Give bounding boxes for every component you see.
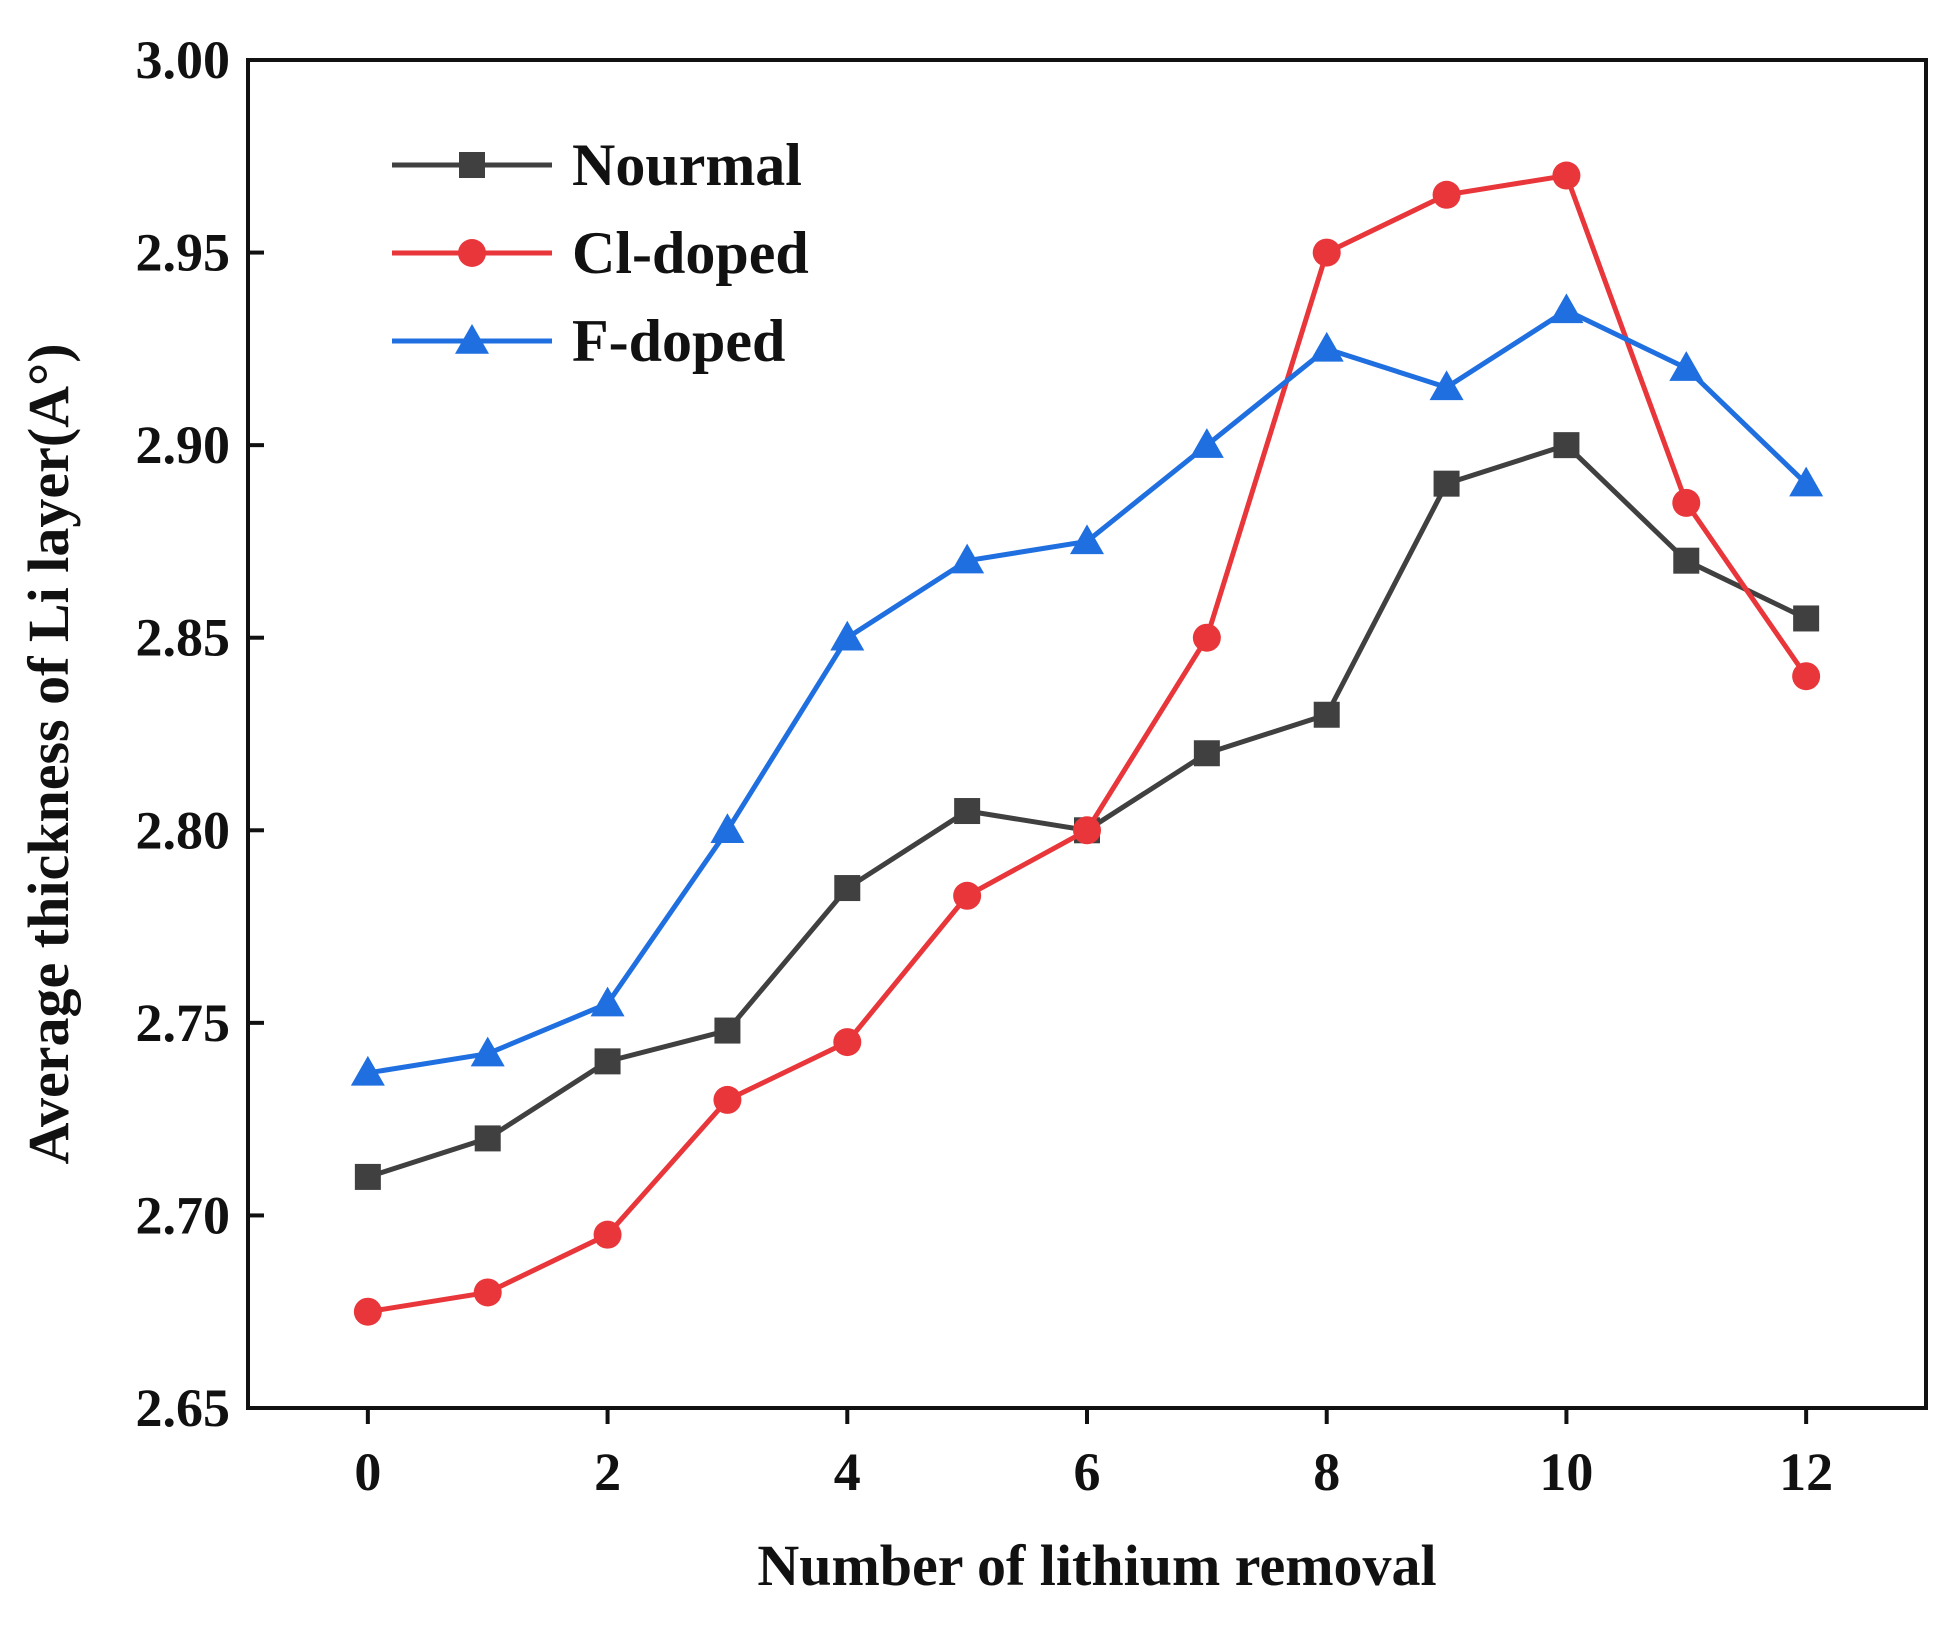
data-point-cl-doped bbox=[1432, 180, 1461, 209]
legend: Nourmal Cl-doped F-doped bbox=[392, 132, 809, 374]
data-point-cl-doped bbox=[353, 1297, 382, 1326]
x-axis-ticks: 0 2 4 6 8 10 12 bbox=[354, 1408, 1833, 1502]
data-point-cl-doped bbox=[953, 881, 982, 910]
data-point-f-doped bbox=[1309, 331, 1344, 362]
data-point-nourmal bbox=[1193, 740, 1220, 767]
y-tick-label: 3.00 bbox=[136, 30, 231, 90]
data-point-f-doped bbox=[1669, 351, 1704, 381]
x-tick-label: 8 bbox=[1313, 1442, 1340, 1502]
data-point-cl-doped bbox=[593, 1220, 622, 1249]
data-point-f-doped bbox=[1789, 466, 1824, 497]
data-point-cl-doped bbox=[473, 1278, 502, 1307]
data-point-f-doped bbox=[1189, 428, 1224, 458]
data-point-nourmal bbox=[834, 875, 861, 902]
data-point-f-doped bbox=[830, 620, 865, 651]
y-axis-ticks: 2.65 2.70 2.75 2.80 2.85 2.90 2.95 3.00 bbox=[136, 30, 264, 1438]
series-layer bbox=[350, 161, 1824, 1326]
legend-marker bbox=[455, 324, 489, 354]
legend-marker bbox=[458, 239, 486, 267]
data-point-f-doped bbox=[350, 1055, 385, 1086]
data-point-f-doped bbox=[1549, 293, 1584, 324]
data-point-cl-doped bbox=[713, 1085, 742, 1114]
data-point-cl-doped bbox=[1312, 238, 1341, 267]
data-point-nourmal bbox=[1433, 470, 1460, 497]
y-tick-label: 2.90 bbox=[136, 415, 231, 475]
legend-label: Cl-doped bbox=[572, 220, 809, 286]
x-tick-label: 2 bbox=[594, 1442, 621, 1502]
data-point-cl-doped bbox=[1073, 816, 1101, 845]
x-tick-label: 10 bbox=[1539, 1442, 1593, 1502]
data-point-f-doped bbox=[1429, 370, 1464, 401]
x-tick-label: 12 bbox=[1779, 1442, 1833, 1502]
data-point-f-doped bbox=[590, 986, 625, 1017]
y-tick-label: 2.95 bbox=[136, 223, 231, 283]
data-point-f-doped bbox=[710, 813, 745, 844]
data-point-cl-doped bbox=[1552, 161, 1581, 190]
x-tick-label: 4 bbox=[834, 1442, 861, 1502]
y-tick-label: 2.65 bbox=[136, 1378, 231, 1438]
x-tick-label: 0 bbox=[354, 1442, 381, 1502]
y-tick-label: 2.85 bbox=[136, 608, 231, 668]
y-tick-label: 2.75 bbox=[136, 993, 231, 1053]
data-point-nourmal bbox=[1793, 605, 1820, 632]
data-point-f-doped bbox=[1070, 524, 1104, 555]
legend-label: F-doped bbox=[572, 308, 785, 374]
legend-item-f-doped: F-doped bbox=[392, 308, 785, 374]
series-cl-doped bbox=[353, 161, 1821, 1326]
data-point-nourmal bbox=[354, 1163, 381, 1190]
x-tick-label: 6 bbox=[1074, 1442, 1101, 1502]
data-point-nourmal bbox=[1553, 432, 1580, 459]
legend-marker bbox=[459, 152, 485, 178]
plot-frame bbox=[246, 58, 1928, 1410]
data-point-nourmal bbox=[954, 798, 981, 825]
y-tick-label: 2.70 bbox=[136, 1185, 231, 1245]
legend-label: Nourmal bbox=[572, 132, 802, 198]
legend-item-nourmal: Nourmal bbox=[392, 132, 802, 198]
data-point-f-doped bbox=[470, 1036, 505, 1067]
data-point-cl-doped bbox=[833, 1028, 862, 1057]
series-f-doped bbox=[350, 293, 1824, 1086]
series-line-nourmal bbox=[367, 442, 1808, 1180]
legend-item-cl-doped: Cl-doped bbox=[392, 220, 809, 286]
x-axis-title: Number of lithium removal bbox=[757, 1533, 1436, 1598]
data-point-nourmal bbox=[1673, 547, 1700, 574]
data-point-cl-doped bbox=[1192, 623, 1221, 652]
data-point-cl-doped bbox=[1792, 662, 1821, 691]
data-point-nourmal bbox=[1313, 701, 1340, 728]
data-point-cl-doped bbox=[1672, 488, 1701, 517]
data-point-nourmal bbox=[594, 1048, 621, 1075]
series-line-f-doped bbox=[367, 307, 1808, 1076]
data-point-nourmal bbox=[474, 1125, 501, 1152]
data-point-nourmal bbox=[714, 1017, 741, 1044]
y-tick-label: 2.80 bbox=[136, 800, 231, 860]
data-point-f-doped bbox=[950, 543, 985, 574]
y-axis-title: Average thickness of Li layer(A°) bbox=[16, 343, 81, 1164]
